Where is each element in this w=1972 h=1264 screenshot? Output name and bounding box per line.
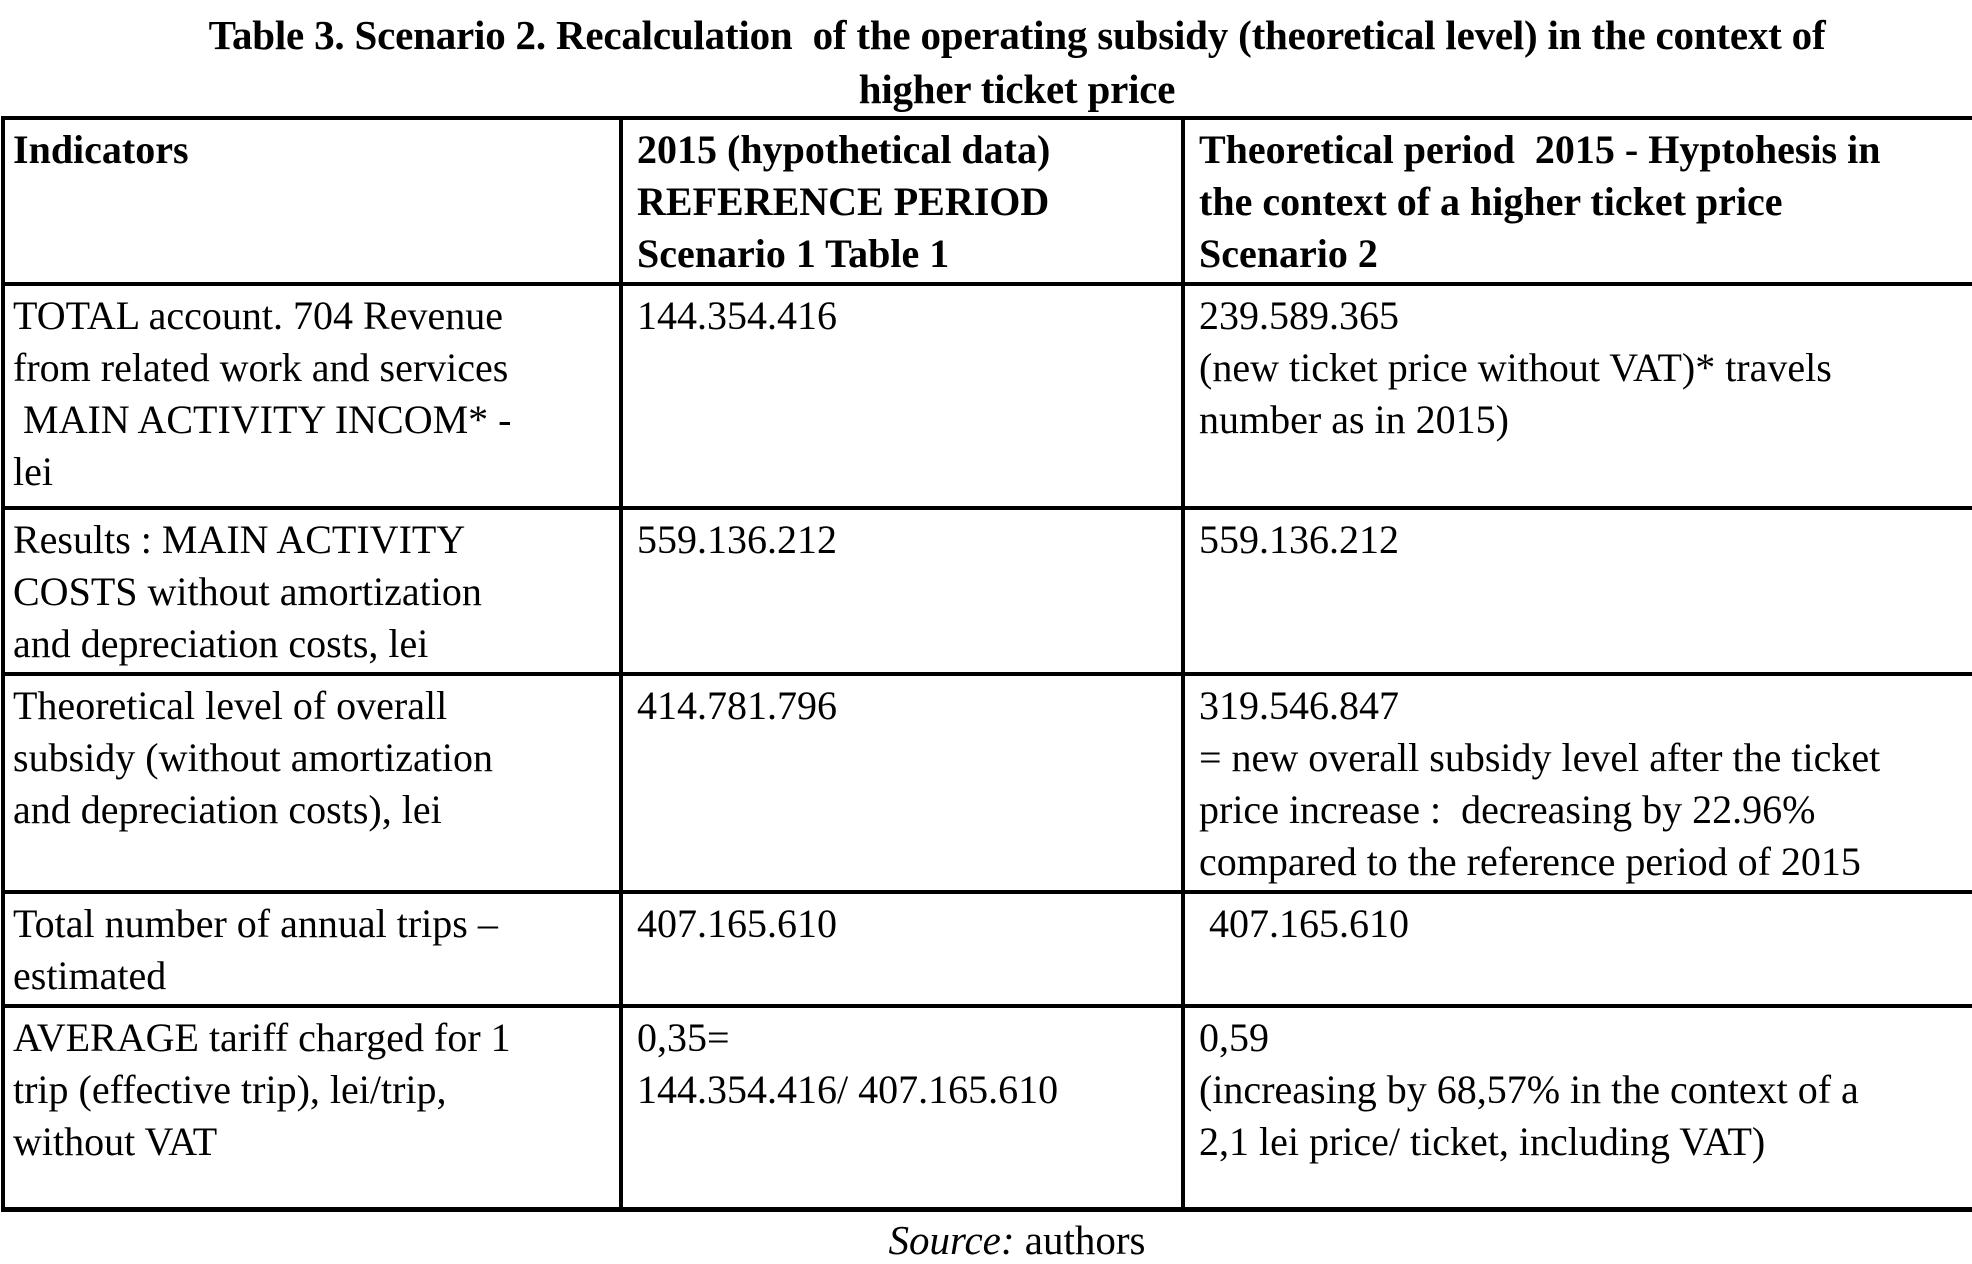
theoretical-value-cell: 0,59 (increasing by 68,57% in the contex… (1181, 1004, 1972, 1211)
column-header-reference-period: 2015 (hypothetical data) REFERENCE PERIO… (619, 116, 1185, 286)
source-caption: Source: authors (0, 1212, 1972, 1264)
table-row: Total number of annual trips – estimated… (1, 890, 1972, 1008)
theoretical-value-cell: 239.589.365 (new ticket price without VA… (1181, 282, 1972, 510)
indicator-cell: TOTAL account. 704 Revenue from related … (1, 282, 623, 510)
source-label: Source: (888, 1216, 1015, 1263)
header-row: Indicators 2015 (hypothetical data) REFE… (1, 116, 1972, 286)
reference-value-cell: 0,35= 144.354.416/ 407.165.610 (619, 1004, 1185, 1211)
reference-value-cell: 144.354.416 (619, 282, 1185, 510)
reference-value-cell: 414.781.796 (619, 672, 1185, 894)
source-authors: authors (1014, 1216, 1146, 1263)
table-row: AVERAGE tariff charged for 1 trip (effec… (1, 1004, 1972, 1211)
table-row: TOTAL account. 704 Revenue from related … (1, 282, 1972, 510)
indicator-cell: Total number of annual trips – estimated (1, 890, 623, 1008)
theoretical-value-cell: 319.546.847 = new overall subsidy level … (1181, 672, 1972, 894)
indicator-cell: Results : MAIN ACTIVITY COSTS without am… (1, 506, 623, 676)
column-header-theoretical-period: Theoretical period 2015 - Hyptohesis in … (1181, 116, 1972, 286)
column-header-indicators: Indicators (1, 116, 623, 286)
table-row: Theoretical level of overall subsidy (wi… (1, 672, 1972, 894)
reference-value-cell: 559.136.212 (619, 506, 1185, 676)
theoretical-value-cell: 407.165.610 (1181, 890, 1972, 1008)
table-caption: Table 3. Scenario 2. Recalculation of th… (208, 12, 1826, 112)
table-row: Results : MAIN ACTIVITY COSTS without am… (1, 506, 1972, 676)
theoretical-value-cell: 559.136.212 (1181, 506, 1972, 676)
indicator-cell: Theoretical level of overall subsidy (wi… (1, 672, 623, 894)
reference-value-cell: 407.165.610 (619, 890, 1185, 1008)
indicator-cell: AVERAGE tariff charged for 1 trip (effec… (1, 1004, 623, 1211)
scenario-2-table: Indicators 2015 (hypothetical data) REFE… (1, 116, 1972, 1212)
